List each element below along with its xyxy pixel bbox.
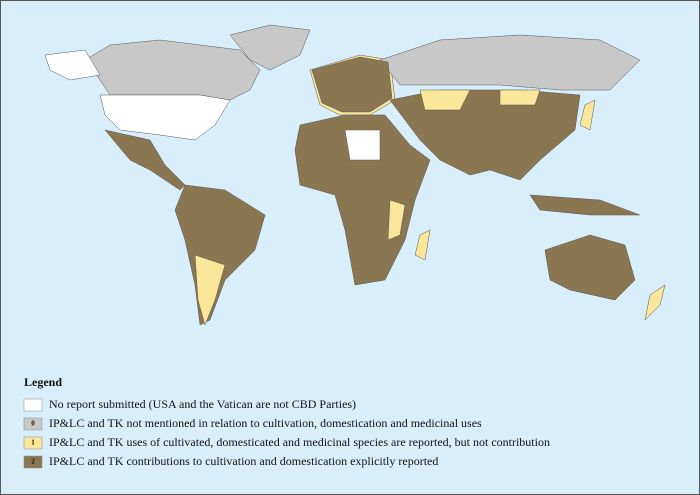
region	[414, 229, 431, 261]
legend-swatch	[23, 436, 43, 450]
legend-label: IP&LC and TK uses of cultivated, domesti…	[49, 435, 550, 449]
legend-key: 0	[31, 420, 35, 428]
legend-label: IP&LC and TK not mentioned in relation t…	[49, 416, 482, 430]
legend-key: 2	[31, 458, 35, 466]
region	[644, 284, 666, 321]
region	[579, 99, 596, 131]
legend-title: Legend	[24, 375, 62, 389]
region	[419, 89, 471, 111]
legend-swatch	[23, 398, 43, 412]
region	[529, 194, 641, 216]
region	[229, 24, 311, 71]
legend-label: No report submitted (USA and the Vatican…	[49, 397, 356, 411]
region	[84, 39, 261, 101]
legend-key: 1	[31, 439, 35, 447]
region	[99, 94, 231, 141]
region	[311, 56, 393, 113]
region	[544, 234, 636, 301]
region	[344, 129, 381, 161]
world-map	[44, 24, 666, 326]
region	[387, 199, 406, 241]
region	[44, 49, 101, 81]
region	[499, 89, 541, 106]
legend-swatch	[23, 455, 43, 469]
legend-swatch	[23, 417, 43, 431]
region	[294, 114, 431, 286]
legend: No report submitted (USA and the Vatican…	[23, 397, 550, 469]
region	[379, 34, 641, 91]
region	[104, 129, 186, 191]
legend-label: IP&LC and TK contributions to cultivatio…	[49, 454, 438, 468]
region	[194, 254, 226, 326]
